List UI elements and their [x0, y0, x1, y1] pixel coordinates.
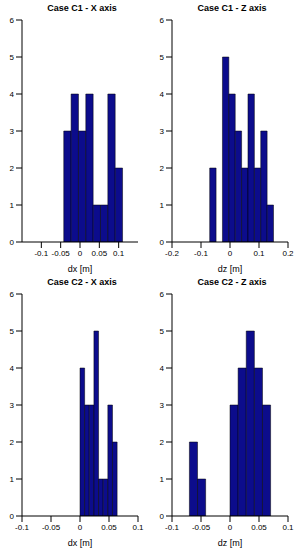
svg-text:dz [m]: dz [m]	[218, 264, 243, 274]
svg-text:1: 1	[10, 201, 15, 210]
html-text:Case C1 - Z axis: Case C1 - Z axis	[197, 3, 267, 13]
svg-text:5: 5	[10, 327, 15, 336]
svg-text:4: 4	[160, 90, 165, 99]
svg-text:0.05: 0.05	[101, 523, 117, 532]
svg-text:6: 6	[160, 16, 165, 25]
svg-text:2: 2	[160, 438, 165, 447]
svg-text:0: 0	[10, 238, 15, 247]
svg-text:dz [m]: dz [m]	[218, 538, 243, 548]
svg-text:1: 1	[160, 201, 165, 210]
svg-text:6: 6	[10, 16, 15, 25]
svg-text:0.1: 0.1	[132, 523, 144, 532]
svg-text:0: 0	[160, 238, 165, 247]
svg-text:dx [m]: dx [m]	[68, 264, 93, 274]
svg-text:0.05: 0.05	[251, 523, 267, 532]
svg-text:0: 0	[10, 512, 15, 521]
svg-text:6: 6	[10, 290, 15, 299]
svg-text:0: 0	[228, 249, 233, 258]
svg-text:2: 2	[10, 164, 15, 173]
svg-text:0: 0	[228, 523, 233, 532]
svg-text:-0.1: -0.1	[15, 523, 29, 532]
svg-text:0: 0	[78, 523, 83, 532]
svg-text:2: 2	[160, 164, 165, 173]
svg-text:0.1: 0.1	[282, 523, 292, 532]
svg-text:-0.2: -0.2	[165, 249, 179, 258]
svg-text:-0.05: -0.05	[52, 249, 71, 258]
svg-text:4: 4	[10, 364, 15, 373]
svg-text:3: 3	[10, 401, 15, 410]
svg-text:-0.05: -0.05	[42, 523, 61, 532]
svg-text:3: 3	[160, 401, 165, 410]
svg-text:-0.05: -0.05	[192, 523, 211, 532]
svg-text:-0.1: -0.1	[194, 249, 208, 258]
svg-text:-0.1: -0.1	[165, 523, 179, 532]
svg-text:2: 2	[10, 438, 15, 447]
svg-text:5: 5	[160, 327, 165, 336]
html-text:Case C2 - X axis: Case C2 - X axis	[47, 277, 117, 287]
svg-text:4: 4	[10, 90, 15, 99]
svg-text:3: 3	[10, 127, 15, 136]
svg-text:0.1: 0.1	[113, 249, 125, 258]
svg-text:-0.1: -0.1	[34, 249, 48, 258]
svg-text:5: 5	[160, 53, 165, 62]
svg-text:0: 0	[78, 249, 83, 258]
svg-text:dx [m]: dx [m]	[68, 538, 93, 548]
svg-text:4: 4	[160, 364, 165, 373]
html-text:Case C2 - Z axis: Case C2 - Z axis	[197, 277, 267, 287]
html-text:Case C1 - X axis: Case C1 - X axis	[47, 3, 117, 13]
svg-text:3: 3	[160, 127, 165, 136]
svg-text:1: 1	[10, 475, 15, 484]
svg-text:0.05: 0.05	[92, 249, 108, 258]
svg-text:0.2: 0.2	[282, 249, 292, 258]
svg-text:1: 1	[160, 475, 165, 484]
svg-text:0.1: 0.1	[253, 249, 265, 258]
svg-text:5: 5	[10, 53, 15, 62]
svg-text:0: 0	[160, 512, 165, 521]
svg-text:6: 6	[160, 290, 165, 299]
